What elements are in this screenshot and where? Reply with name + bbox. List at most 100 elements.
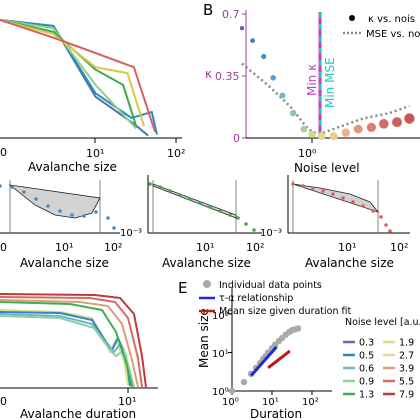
bot-series-line-4 bbox=[0, 315, 135, 388]
mid1-xtick0: 0 bbox=[0, 241, 7, 254]
e-legend-dot bbox=[203, 280, 211, 288]
e-legend-3: Mean size given duration fit bbox=[219, 306, 352, 317]
noise-legend-label: 3.9 bbox=[399, 364, 414, 375]
mid1-xtick1: 10¹ bbox=[55, 241, 73, 254]
panel-a-mid: 0 10¹ 10² Avalanche size 10⁻³ 10¹ 10² Av… bbox=[0, 175, 410, 270]
bot-xtick0-label: 0 bbox=[0, 395, 7, 408]
noise-legend-label: 2.7 bbox=[399, 351, 414, 362]
b-kappa-point bbox=[279, 92, 286, 99]
b-kappa-point bbox=[366, 122, 376, 132]
b-kappa-point bbox=[239, 26, 245, 31]
panel-b: B 0.7 0.35 0 κ 10⁰ Noise level Min κ Min… bbox=[203, 1, 420, 175]
mid-dot bbox=[188, 197, 192, 201]
mid3-dots bbox=[291, 182, 392, 233]
b-ytick-top-label: 0.7 bbox=[222, 8, 240, 21]
a-top-xtick1-label: 10¹ bbox=[86, 147, 104, 160]
mid-dot bbox=[148, 182, 152, 186]
panel-a-bottom: 0 10¹ Avalanche duration bbox=[0, 293, 158, 420]
mid2-xtick1: 10¹ bbox=[196, 241, 214, 254]
mid-dot bbox=[218, 209, 222, 213]
e-xtick1: 10¹ bbox=[262, 397, 279, 408]
mid3-shaded-area bbox=[292, 183, 380, 213]
bot-series-line-6 bbox=[0, 299, 139, 388]
mid-dot bbox=[158, 185, 162, 189]
b-kappa-point bbox=[353, 124, 363, 134]
mid-dot bbox=[321, 189, 325, 193]
mid-dot bbox=[236, 216, 240, 220]
e-data-point bbox=[240, 378, 248, 386]
noise-legend: Noise level [a.u.] 0.3 0.5 0.6 0.9 1.3 1.9 2.7… bbox=[343, 317, 420, 401]
e-data-point bbox=[228, 387, 236, 395]
e-ytick2: 10² bbox=[212, 311, 229, 322]
b-kappa-series bbox=[239, 26, 415, 141]
mid-dot bbox=[34, 197, 38, 201]
panel-a-top: 0 10¹ 10² Avalanche size bbox=[0, 19, 185, 174]
mid-dot bbox=[331, 192, 335, 196]
b-kappa-point bbox=[379, 119, 389, 129]
mid-dot bbox=[388, 229, 392, 233]
mid-dot bbox=[0, 184, 2, 188]
noise-legend-label: 0.9 bbox=[359, 377, 374, 388]
b-xtick-label: 10⁰ bbox=[298, 147, 317, 160]
noise-legend-title: Noise level [a.u.] bbox=[345, 317, 420, 328]
b-ytick-bot-label: 0 bbox=[233, 132, 240, 145]
e-legend-2: τ-α relationship bbox=[219, 293, 293, 304]
mid-dot bbox=[168, 189, 172, 193]
b-ylabel: κ bbox=[205, 67, 212, 81]
bot-series-line-7 bbox=[0, 296, 143, 388]
mid3-ytick: 10⁻³ bbox=[260, 228, 282, 239]
noise-legend-label: 5.5 bbox=[399, 377, 414, 388]
e-xtick2: 10² bbox=[302, 397, 319, 408]
mid-subpanel-1: 0 10¹ 10² Avalanche size bbox=[0, 180, 122, 270]
mid2-ytick: 10⁻³ bbox=[120, 228, 142, 239]
mid1-dots bbox=[0, 184, 116, 230]
b-kappa-point bbox=[404, 113, 415, 124]
b-ytick-mid-label: 0.35 bbox=[215, 70, 240, 83]
mid-dot bbox=[198, 201, 202, 205]
mid-dot bbox=[58, 209, 62, 213]
e-lines bbox=[249, 345, 291, 377]
noise-legend-label: 0.3 bbox=[359, 338, 374, 349]
b-kappa-point bbox=[261, 53, 267, 60]
b-kappa-point bbox=[308, 130, 316, 139]
mid2-xtick2: 10² bbox=[246, 241, 264, 254]
mid-subpanel-3: 10⁻³ 10¹ 10² Avalanche size bbox=[260, 175, 410, 270]
mid-dot bbox=[291, 182, 295, 186]
panel-b-letter: B bbox=[203, 1, 213, 19]
panel-e-letter: E bbox=[178, 279, 187, 297]
noise-legend-label: 1.3 bbox=[359, 390, 374, 401]
b-xlabel: Noise level bbox=[294, 161, 360, 175]
mid-dot bbox=[311, 186, 315, 190]
mid-dot bbox=[384, 223, 388, 227]
mid-dot bbox=[22, 190, 26, 194]
mid-dot bbox=[351, 200, 355, 204]
mid-dot bbox=[371, 209, 375, 213]
a-top-curves bbox=[0, 19, 158, 137]
b-kappa-point bbox=[270, 75, 277, 81]
mid-dot bbox=[106, 216, 110, 220]
a-top-xlabel: Avalanche size bbox=[28, 160, 117, 174]
b-kappa-point bbox=[341, 128, 350, 137]
mid-dot bbox=[178, 193, 182, 197]
bot-xlabel: Avalanche duration bbox=[20, 407, 136, 420]
e-xlabel: Duration bbox=[250, 407, 302, 420]
min-mse-label: Min MSE bbox=[323, 57, 337, 108]
mid-dot bbox=[208, 205, 212, 209]
mid1-shaded-area bbox=[8, 184, 101, 219]
a-top-series-line-4 bbox=[0, 19, 138, 127]
mid-dot bbox=[301, 184, 305, 188]
mid-dot bbox=[46, 204, 50, 208]
e-legend-1: Individual data points bbox=[219, 280, 322, 291]
mid-dot bbox=[252, 228, 256, 232]
noise-legend-label: 0.6 bbox=[359, 364, 374, 375]
noise-legend-label: 7.9 bbox=[399, 390, 414, 401]
panel-e: E 10⁰ 10¹ 10² 10⁰ 10¹ 10² Mean size Dura… bbox=[178, 279, 352, 420]
min-kappa-label: Min κ bbox=[305, 64, 319, 96]
mid-subpanel-2: 10⁻³ 10¹ 10² Avalanche size bbox=[120, 175, 264, 270]
mid2-shaded-area bbox=[152, 183, 237, 219]
mid-dot bbox=[361, 204, 365, 208]
mid-dot bbox=[379, 215, 383, 219]
mid3-xtick1: 10¹ bbox=[338, 241, 356, 254]
legend-kappa-label: κ vs. nois bbox=[368, 14, 415, 25]
